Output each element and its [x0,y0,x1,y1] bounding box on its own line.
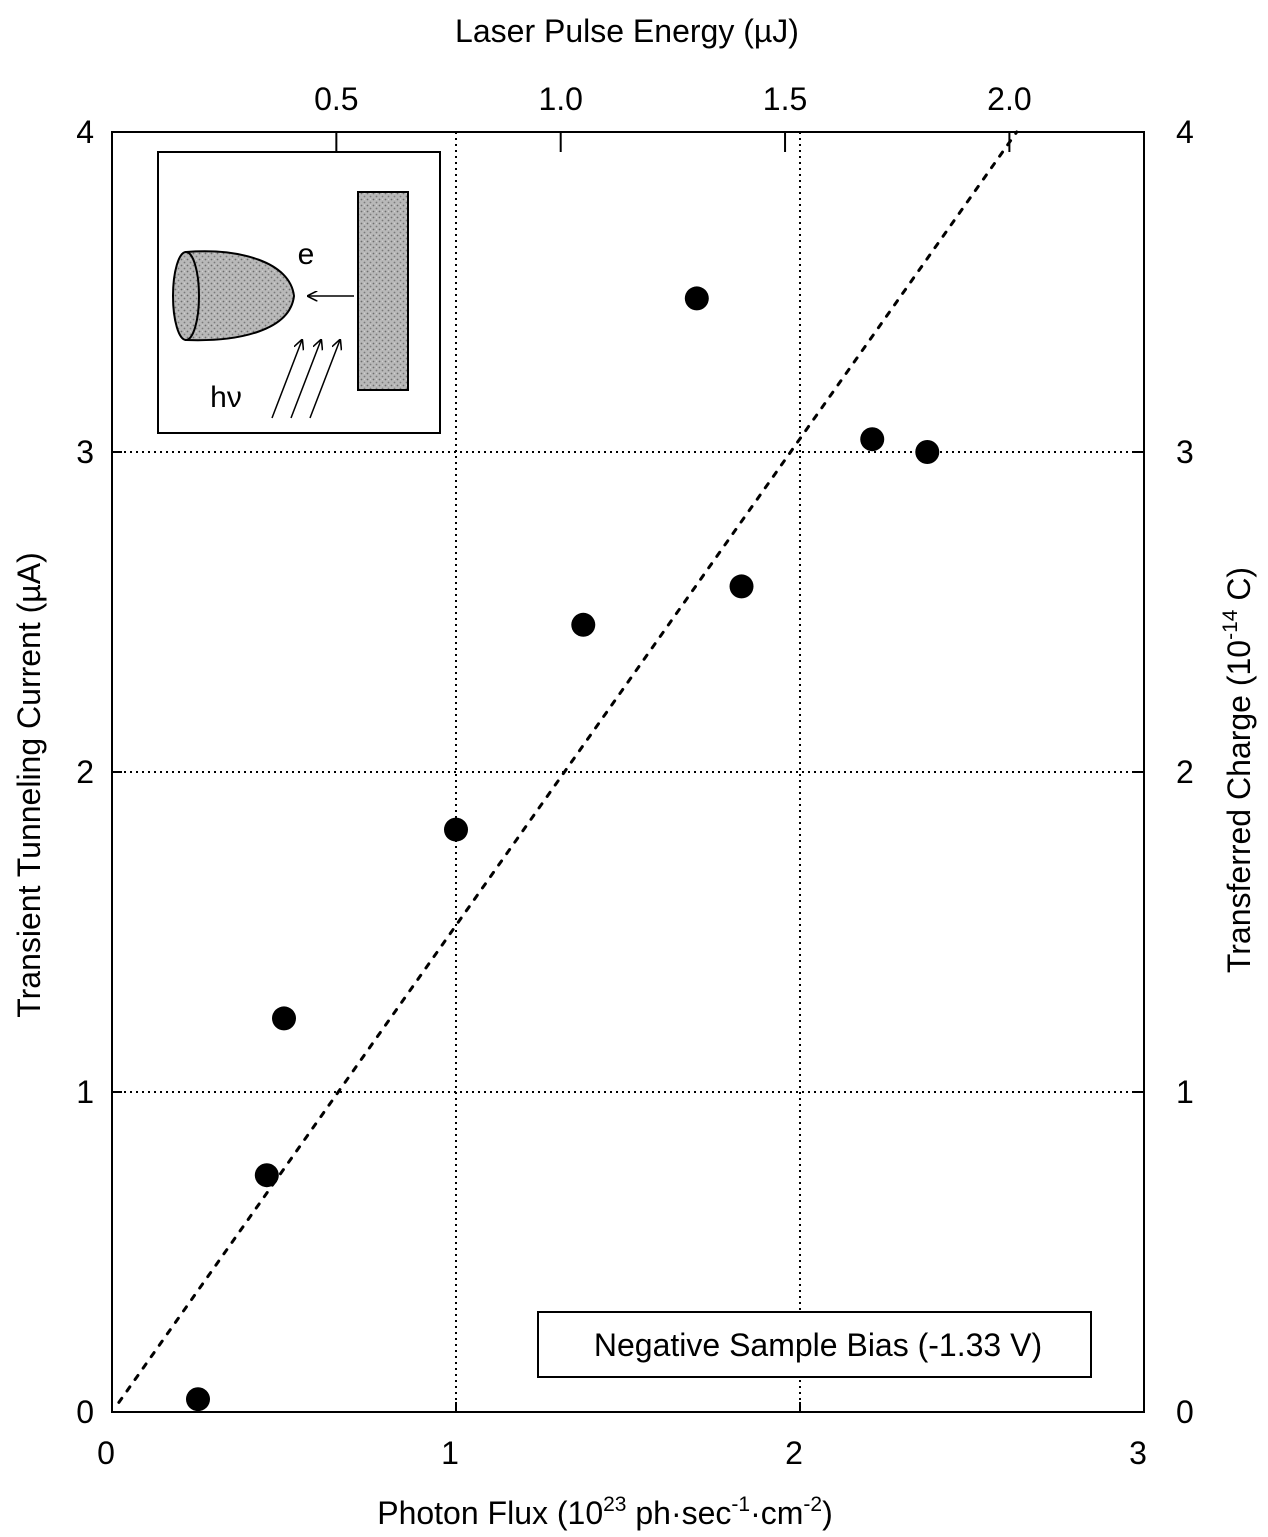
data-point [915,440,940,464]
x-tick-label: 2 [785,1435,803,1471]
x-tick-label: 0 [97,1435,115,1471]
y2-tick-label: 1 [1176,1074,1194,1110]
y-tick-label: 2 [76,754,94,790]
light-ray [290,340,321,419]
y-tick-label: 0 [76,1394,94,1430]
bias-annotation: Negative Sample Bias (-1.33 V) [537,1311,1092,1378]
x2-tick-label: 1.5 [763,81,807,117]
photon-label: hν [210,381,242,414]
x-tick-label: 1 [441,1435,459,1471]
sample-surface [357,191,409,391]
data-point [186,1387,210,1412]
x-axis-title: Photon Flux (1023 ph·sec-1·cm-2) [377,1493,833,1531]
electron-label: e [298,238,315,271]
inset-diagram: e hν [157,151,441,434]
x2-tick-label: 2.0 [987,81,1031,117]
data-points [186,286,940,1412]
data-point [684,286,709,311]
y-tick-label: 1 [76,1074,94,1110]
tip-shape [185,250,296,342]
data-point [860,427,885,452]
data-point [444,817,468,842]
x2-tick-label: 1.0 [538,81,582,117]
light-ray [309,340,340,419]
y2-tick-label: 0 [1176,1394,1194,1430]
data-point [571,612,596,637]
x2-tick-label: 0.5 [314,81,358,117]
grid-lines [112,132,1144,1412]
y2-tick-label: 3 [1176,434,1194,470]
bias-annotation-text: Negative Sample Bias (-1.33 V) [594,1327,1042,1363]
y2-tick-label: 2 [1176,754,1194,790]
data-point [729,574,754,599]
y2-tick-label: 4 [1176,114,1194,150]
y-tick-label: 3 [76,434,94,470]
x2-axis-title: Laser Pulse Energy (µJ) [455,13,799,49]
y2-axis-title: Transferred Charge (10-14 C) [1219,567,1257,973]
x-tick-label: 3 [1129,1435,1147,1471]
light-ray [271,340,302,419]
axis-ticks [111,131,1145,1413]
data-point [254,1163,279,1188]
data-point [272,1006,296,1031]
y-axis-title: Transient Tunneling Current (µA) [11,552,47,1017]
tip-base [172,251,200,341]
y-tick-label: 4 [76,114,94,150]
